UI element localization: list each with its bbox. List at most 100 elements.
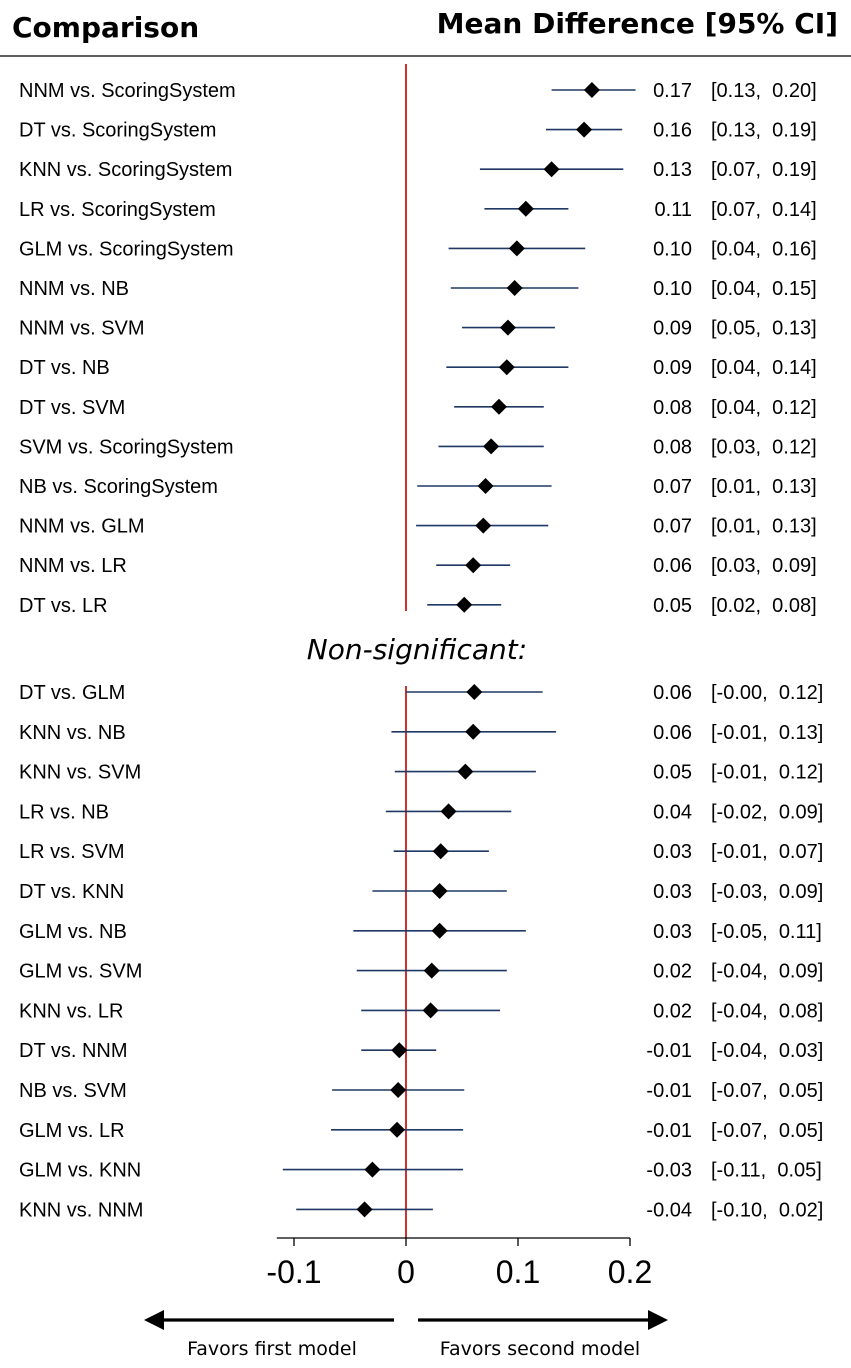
mean-marker bbox=[477, 478, 494, 494]
row-ci-value: [-0.07, 0.05] bbox=[711, 1120, 823, 1142]
row-mean-value: 0.02 bbox=[653, 961, 692, 983]
row-mean-value: -0.01 bbox=[646, 1080, 692, 1102]
row-ci-value: [0.03, 0.12] bbox=[711, 436, 817, 458]
row-ci-value: [0.13, 0.20] bbox=[711, 80, 817, 102]
row-mean-value: 0.13 bbox=[653, 159, 692, 181]
row-ci-value: [0.04, 0.12] bbox=[711, 397, 817, 419]
row-label: NNM vs. ScoringSystem bbox=[19, 80, 236, 102]
row-ci-value: [0.04, 0.14] bbox=[711, 357, 817, 379]
mean-marker bbox=[517, 200, 534, 217]
row-mean-value: 0.11 bbox=[655, 199, 692, 221]
row-mean-value: 0.16 bbox=[653, 120, 692, 142]
row-label: KNN vs. ScoringSystem bbox=[19, 159, 232, 181]
row-ci-value: [0.03, 0.09] bbox=[711, 555, 817, 577]
row-ci-value: [0.07, 0.14] bbox=[711, 199, 817, 221]
favors-first-arrowhead bbox=[144, 1310, 164, 1330]
row-label: GLM vs. NB bbox=[19, 921, 127, 943]
forest-row: NNM vs. ScoringSystem 0.17 [0.13, 0.20] bbox=[19, 80, 817, 102]
row-mean-value: 0.10 bbox=[653, 238, 692, 260]
header-comparison: Comparison bbox=[12, 11, 199, 44]
mean-marker bbox=[356, 1201, 373, 1218]
row-label: LR vs. NB bbox=[19, 801, 109, 823]
row-label: KNN vs. NB bbox=[19, 722, 126, 744]
row-mean-value: 0.10 bbox=[653, 278, 692, 300]
row-mean-value: -0.04 bbox=[646, 1199, 692, 1221]
forest-row: KNN vs. NNM -0.04 [-0.10, 0.02] bbox=[19, 1199, 823, 1221]
row-mean-value: 0.06 bbox=[653, 555, 692, 577]
row-ci-value: [0.13, 0.19] bbox=[711, 120, 817, 142]
mean-marker bbox=[583, 82, 600, 98]
row-ci-value: [-0.11, 0.05] bbox=[711, 1160, 822, 1182]
non-significant-rows: DT vs. GLM 0.06 [-0.00, 0.12] KNN vs. NB 0.0… bbox=[19, 682, 823, 1221]
forest-row: DT vs. KNN 0.03 [-0.03, 0.09] bbox=[19, 881, 823, 903]
mean-marker bbox=[456, 596, 473, 613]
row-ci-value: [0.04, 0.16] bbox=[711, 238, 817, 260]
favors-second-arrowhead bbox=[648, 1310, 668, 1330]
favors-first-label: Favors first model bbox=[187, 1338, 357, 1360]
forest-row: KNN vs. NB 0.06 [-0.01, 0.13] bbox=[19, 722, 823, 744]
mean-marker bbox=[465, 723, 482, 740]
row-mean-value: -0.01 bbox=[646, 1120, 692, 1142]
row-ci-value: [-0.10, 0.02] bbox=[711, 1199, 823, 1221]
row-label: DT vs. ScoringSystem bbox=[19, 120, 216, 142]
row-label: DT vs. NNM bbox=[19, 1040, 128, 1062]
row-ci-value: [-0.05, 0.11] bbox=[711, 921, 822, 943]
row-mean-value: 0.07 bbox=[653, 516, 692, 538]
mean-marker bbox=[422, 1002, 439, 1019]
forest-row: NB vs. SVM -0.01 [-0.07, 0.05] bbox=[19, 1080, 823, 1102]
forest-row: GLM vs. KNN -0.03 [-0.11, 0.05] bbox=[19, 1160, 822, 1182]
row-mean-value: 0.08 bbox=[653, 436, 692, 458]
row-label: GLM vs. SVM bbox=[19, 961, 142, 983]
row-label: SVM vs. ScoringSystem bbox=[19, 436, 234, 458]
mean-marker bbox=[483, 438, 500, 455]
row-mean-value: 0.06 bbox=[653, 722, 692, 744]
forest-row: GLM vs. SVM 0.02 [-0.04, 0.09] bbox=[19, 961, 823, 983]
x-tick-label: 0.2 bbox=[608, 1254, 652, 1290]
mean-marker bbox=[508, 240, 525, 257]
row-label: NNM vs. GLM bbox=[19, 516, 145, 538]
row-label: DT vs. NB bbox=[19, 357, 110, 379]
forest-row: KNN vs. SVM 0.05 [-0.01, 0.12] bbox=[19, 762, 823, 784]
forest-row: NNM vs. GLM 0.07 [0.01, 0.13] bbox=[19, 516, 817, 538]
row-mean-value: 0.03 bbox=[653, 841, 692, 863]
mean-marker bbox=[506, 280, 523, 296]
row-ci-value: [-0.07, 0.05] bbox=[711, 1080, 823, 1102]
row-ci-value: [0.01, 0.13] bbox=[711, 476, 817, 498]
row-label: GLM vs. KNN bbox=[19, 1160, 141, 1182]
row-label: LR vs. SVM bbox=[19, 841, 125, 863]
mean-marker bbox=[432, 843, 449, 860]
forest-row: GLM vs. ScoringSystem 0.10 [0.04, 0.16] bbox=[19, 238, 817, 260]
forest-row: LR vs. NB 0.04 [-0.02, 0.09] bbox=[19, 801, 823, 823]
row-ci-value: [-0.03, 0.09] bbox=[711, 881, 823, 903]
row-mean-value: 0.03 bbox=[653, 881, 692, 903]
forest-row: LR vs. ScoringSystem 0.11 [0.07, 0.14] bbox=[19, 199, 817, 221]
row-label: NNM vs. LR bbox=[19, 555, 127, 577]
favors-indicators: Favors first model Favors second model bbox=[144, 1310, 668, 1360]
forest-row: DT vs. SVM 0.08 [0.04, 0.12] bbox=[19, 397, 817, 419]
x-tick-label: 0.1 bbox=[496, 1254, 540, 1290]
row-ci-value: [-0.00, 0.12] bbox=[711, 682, 823, 704]
forest-row: NNM vs. LR 0.06 [0.03, 0.09] bbox=[19, 555, 817, 577]
forest-row: GLM vs. LR -0.01 [-0.07, 0.05] bbox=[19, 1120, 823, 1142]
row-ci-value: [-0.01, 0.07] bbox=[711, 841, 823, 863]
row-mean-value: 0.08 bbox=[653, 397, 692, 419]
forest-row: KNN vs. LR 0.02 [-0.04, 0.08] bbox=[19, 1000, 823, 1022]
forest-row: DT vs. LR 0.05 [0.02, 0.08] bbox=[19, 595, 817, 617]
row-label: KNN vs. SVM bbox=[19, 762, 141, 784]
forest-row: DT vs. ScoringSystem 0.16 [0.13, 0.19] bbox=[19, 120, 817, 142]
significant-rows: NNM vs. ScoringSystem 0.17 [0.13, 0.20] DT … bbox=[19, 80, 817, 617]
row-label: GLM vs. ScoringSystem bbox=[19, 238, 234, 260]
mean-marker bbox=[543, 161, 560, 178]
header-mean-difference: Mean Difference [95% CI] bbox=[437, 7, 838, 40]
row-ci-value: [-0.04, 0.08] bbox=[711, 1000, 823, 1022]
mean-marker bbox=[364, 1161, 381, 1178]
row-label: NNM vs. NB bbox=[19, 278, 129, 300]
row-label: DT vs. GLM bbox=[19, 682, 125, 704]
row-ci-value: [-0.02, 0.09] bbox=[711, 801, 823, 823]
row-label: NB vs. ScoringSystem bbox=[19, 476, 218, 498]
mean-marker bbox=[465, 557, 482, 574]
row-mean-value: -0.03 bbox=[646, 1160, 692, 1182]
row-label: NB vs. SVM bbox=[19, 1080, 127, 1102]
mean-marker bbox=[457, 763, 474, 780]
mean-marker bbox=[576, 121, 593, 138]
